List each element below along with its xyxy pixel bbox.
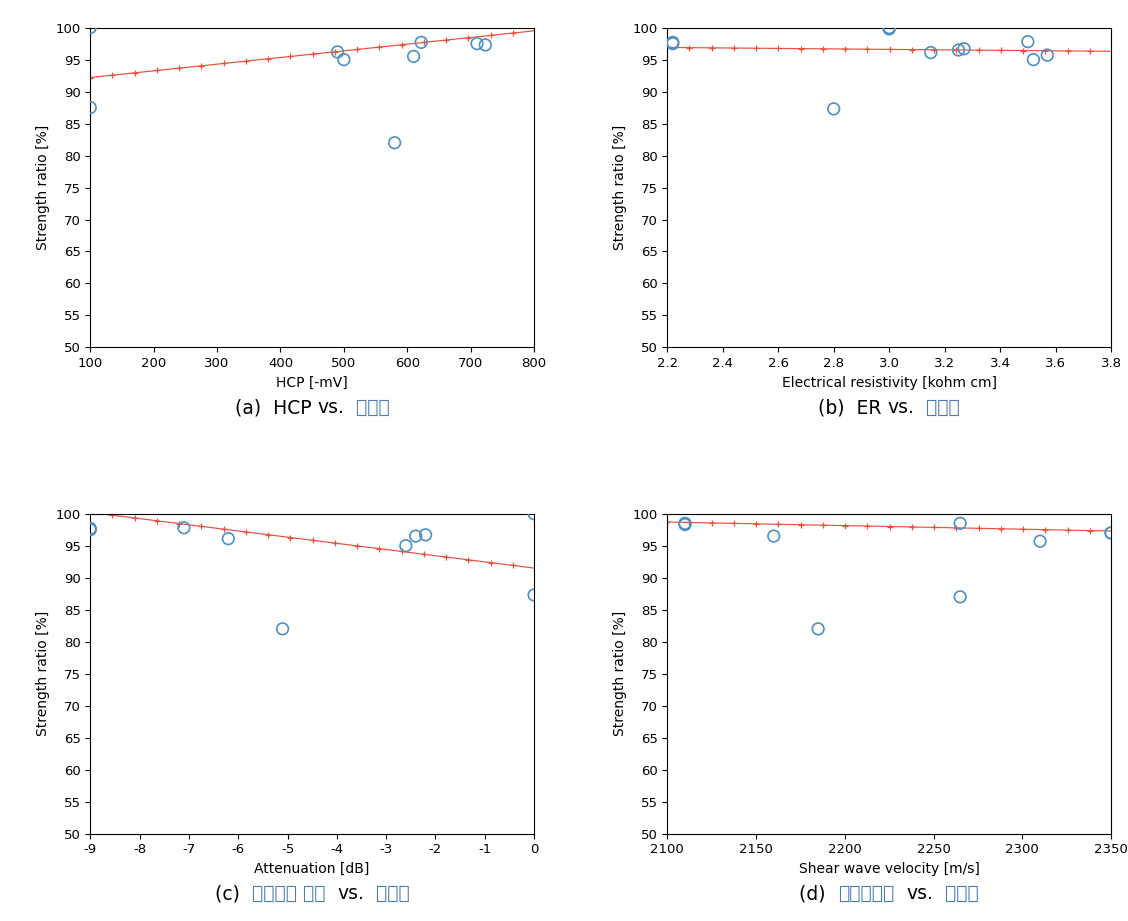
Point: [335, 52, 353, 67]
Text: 강도율: 강도율: [933, 884, 979, 904]
Point: [676, 516, 694, 530]
Text: 강도율: 강도율: [364, 884, 409, 904]
Point: [219, 531, 237, 546]
Text: vs.: vs.: [906, 884, 933, 904]
Point: [1031, 534, 1049, 549]
Point: [328, 44, 346, 59]
Point: [407, 529, 425, 543]
Text: vs.: vs.: [888, 398, 915, 417]
Text: 전자기파 감쇠: 전자기파 감쇠: [252, 884, 325, 904]
Point: [405, 49, 423, 64]
X-axis label: Attenuation [dB]: Attenuation [dB]: [255, 862, 370, 876]
Point: [416, 528, 434, 542]
Y-axis label: Strength ratio [%]: Strength ratio [%]: [36, 125, 50, 251]
Point: [825, 101, 843, 116]
Point: [81, 522, 99, 537]
Text: 강도율: 강도율: [344, 398, 390, 417]
X-axis label: HCP [-mV]: HCP [-mV]: [276, 376, 349, 390]
Text: (b)  ER: (b) ER: [818, 398, 888, 417]
Point: [386, 135, 404, 150]
Point: [412, 35, 430, 50]
Point: [765, 529, 783, 543]
X-axis label: Electrical resistivity [kohm cm]: Electrical resistivity [kohm cm]: [782, 376, 997, 390]
Point: [809, 622, 827, 636]
Text: (d): (d): [800, 884, 838, 904]
Point: [1102, 526, 1120, 541]
Point: [880, 20, 898, 35]
Point: [525, 588, 543, 602]
Point: [476, 38, 494, 52]
Point: [663, 35, 681, 50]
Y-axis label: Strength ratio [%]: Strength ratio [%]: [36, 611, 50, 736]
Point: [397, 538, 415, 553]
Point: [525, 507, 543, 521]
Text: (a)  HCP: (a) HCP: [235, 398, 317, 417]
Text: 전단파속도: 전단파속도: [838, 884, 895, 904]
Point: [1102, 526, 1120, 541]
Text: vs.: vs.: [317, 398, 344, 417]
Point: [81, 100, 99, 115]
Point: [950, 42, 968, 57]
Text: 강도율: 강도율: [915, 398, 960, 417]
Point: [951, 516, 969, 530]
Point: [81, 521, 99, 536]
X-axis label: Shear wave velocity [m/s]: Shear wave velocity [m/s]: [799, 862, 979, 876]
Point: [922, 45, 940, 60]
Point: [663, 36, 681, 51]
Point: [880, 21, 898, 36]
Point: [1019, 34, 1037, 49]
Point: [955, 41, 973, 56]
Y-axis label: Strength ratio [%]: Strength ratio [%]: [613, 125, 627, 251]
Point: [274, 622, 292, 636]
Point: [951, 589, 969, 604]
Point: [468, 36, 486, 51]
Point: [1038, 48, 1056, 63]
Y-axis label: Strength ratio [%]: Strength ratio [%]: [613, 611, 627, 736]
Text: vs.: vs.: [337, 884, 364, 904]
Point: [81, 20, 99, 35]
Point: [676, 518, 694, 532]
Text: (c): (c): [214, 884, 252, 904]
Point: [1024, 52, 1042, 67]
Point: [175, 520, 193, 535]
